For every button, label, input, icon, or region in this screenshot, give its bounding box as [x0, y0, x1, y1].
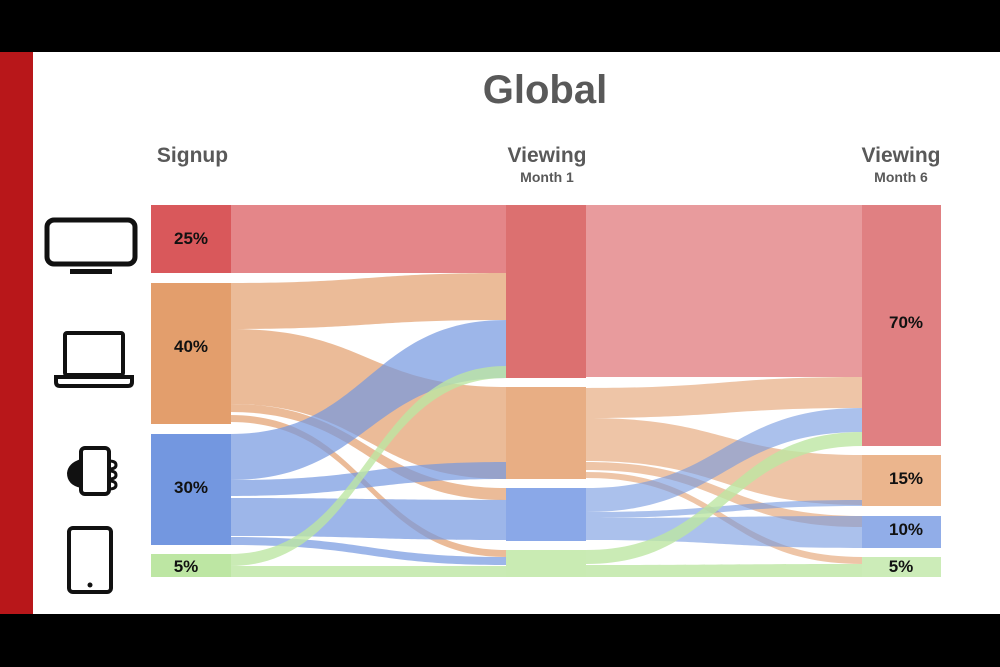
node-month1-tv	[506, 205, 586, 378]
column-sublabel: Month 1	[520, 169, 574, 185]
sankey-labels: 25% 40% 30% 5% 70% 15% 10% 5%	[174, 229, 923, 576]
column-sublabel: Month 6	[874, 169, 928, 185]
flow-phone-signup-month1-b	[230, 462, 506, 496]
node-month6-tablet	[862, 557, 941, 577]
flow-tablet-month1-month6-b	[586, 564, 862, 577]
flow-tv-signup-month1	[230, 205, 506, 273]
flow-phone-month1-month6-c	[586, 516, 862, 548]
accent-strip	[0, 52, 33, 614]
label-signup-tv: 25%	[174, 229, 208, 248]
sankey-flows	[230, 205, 862, 577]
node-month1-phone	[506, 488, 586, 541]
flow-tablet-signup-month1-a	[230, 366, 506, 566]
label-signup-phone: 30%	[174, 478, 208, 497]
label-signup-laptop: 40%	[174, 337, 208, 356]
node-signup-tablet	[151, 554, 231, 577]
phone-icon	[67, 446, 118, 496]
column-header-month1: Viewing Month 1	[497, 144, 597, 186]
page-title: Global	[482, 68, 608, 112]
flow-tablet-month1-month6-a	[586, 432, 862, 564]
flow-laptop-signup-month1-c	[230, 404, 506, 500]
node-month6-laptop	[862, 455, 941, 506]
flow-tv-month1-month6	[586, 205, 862, 377]
flow-tablet-signup-month1-b	[230, 566, 506, 577]
label-month6-tablet: 5%	[889, 557, 914, 576]
flow-phone-month1-month6-b	[586, 500, 862, 518]
flow-phone-month1-month6-a	[586, 408, 862, 512]
flow-laptop-signup-month1-a	[230, 273, 506, 329]
column-header-month6: Viewing Month 6	[851, 144, 951, 186]
node-signup-tv	[151, 205, 231, 273]
column-header-signup: Signup	[150, 144, 235, 168]
label-month6-tv: 70%	[889, 313, 923, 332]
flow-phone-signup-month1-c	[230, 498, 506, 540]
label-month6-phone: 10%	[889, 520, 923, 539]
column-label: Viewing	[507, 144, 587, 167]
node-month6-tv	[862, 205, 941, 446]
label-signup-tablet: 5%	[174, 557, 199, 576]
tv-icon	[44, 217, 138, 274]
node-month1-laptop	[506, 387, 586, 479]
node-month6-phone	[862, 516, 941, 548]
node-month1-tablet	[506, 550, 586, 577]
column-label: Viewing	[861, 144, 941, 167]
tablet-icon	[67, 526, 113, 594]
label-month6-laptop: 15%	[889, 469, 923, 488]
node-signup-phone	[151, 434, 231, 545]
sankey-nodes	[151, 205, 941, 577]
node-signup-laptop	[151, 283, 231, 424]
flow-phone-signup-month1-a	[230, 320, 506, 480]
laptop-icon	[54, 331, 134, 388]
flow-laptop-month1-month6-a	[586, 377, 862, 418]
column-label: Signup	[156, 144, 229, 167]
